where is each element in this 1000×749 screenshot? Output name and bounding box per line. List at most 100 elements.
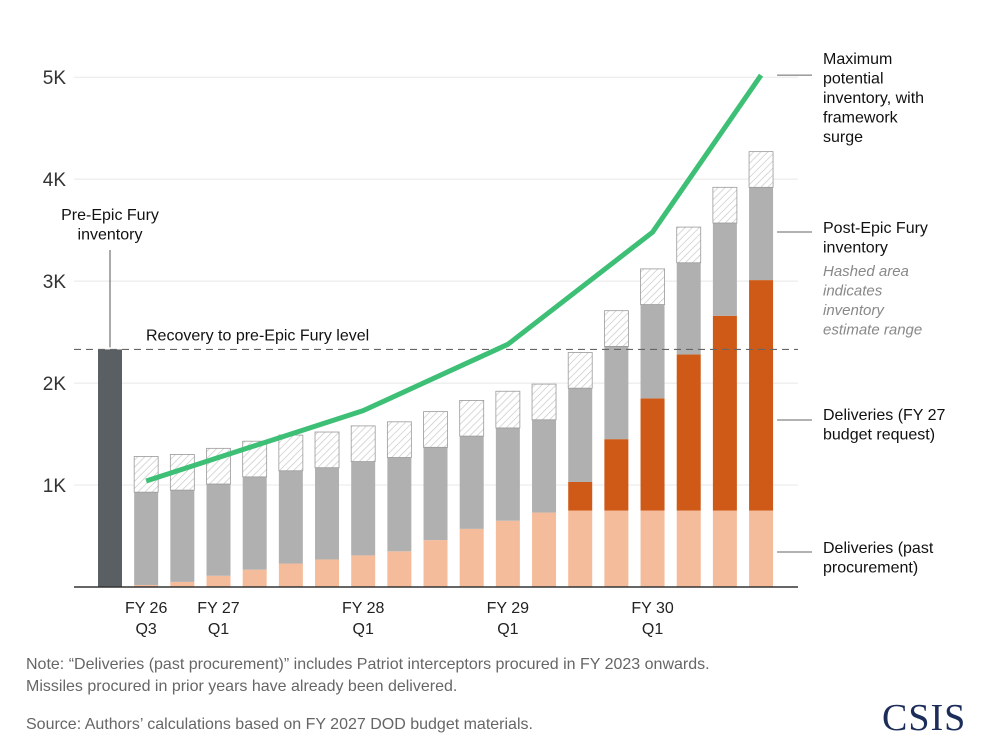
x-tick-label: FY 29 — [487, 600, 530, 617]
estimate-range-hatch-segment — [242, 440, 268, 478]
estimate-range-hatch-segment — [531, 383, 557, 421]
fy27-deliveries-segment — [676, 354, 701, 511]
past-deliveries-segment — [495, 520, 520, 587]
past-deliveries-segment — [568, 510, 593, 587]
x-tick-label: Q1 — [353, 621, 374, 638]
y-tick-label: 5K — [43, 68, 67, 89]
hashed-area-note: indicates — [823, 283, 883, 300]
x-tick-label: FY 27 — [197, 600, 240, 617]
estimate-range-hatch-segment — [278, 434, 304, 472]
x-tick-label: FY 28 — [342, 600, 385, 617]
post-epic-fury-inventory-segment — [749, 187, 774, 281]
bars — [98, 151, 774, 587]
past-deliveries-segment — [315, 559, 340, 587]
estimate-range-hatch-segment — [712, 186, 738, 224]
estimate-range-hatch-segment — [386, 421, 412, 458]
post-epic-fury-inventory-segment — [459, 436, 484, 529]
past-deliveries-segment — [459, 528, 484, 587]
x-axis-ticks: FY 26 Q3 FY 27 Q1 FY 28 Q1 FY 29 Q1 FY 30 Q1 — [125, 600, 674, 638]
hashed-area-note: inventory — [823, 302, 885, 319]
fy27-deliveries-segment — [712, 315, 737, 511]
past-deliveries-segment — [134, 584, 159, 587]
post-epic-fury-inventory-segment — [532, 419, 557, 513]
past-deliveries-segment — [676, 510, 701, 587]
post-epic-fury-inventory-segment — [242, 476, 267, 570]
pre-epic-fury-bar — [98, 349, 122, 587]
post-epic-fury-inventory-segment — [676, 262, 701, 355]
estimate-range-hatch-segment — [350, 425, 376, 462]
y-tick-label: 2K — [43, 374, 67, 395]
past-deliveries-segment — [712, 510, 737, 587]
post-epic-fury-inventory-segment — [712, 223, 737, 316]
post-epic-fury-inventory-segment — [278, 470, 303, 564]
max-inventory-label: inventory, with — [823, 90, 924, 107]
csis-logo: CSIS — [882, 697, 967, 739]
estimate-range-hatch-segment — [314, 431, 340, 469]
past-deliveries-segment — [423, 540, 448, 587]
past-deliveries-segment — [278, 563, 303, 587]
post-epic-fury-label: Post-Epic Fury — [823, 220, 928, 237]
post-epic-fury-inventory-segment — [315, 467, 340, 560]
y-tick-label: 3K — [43, 272, 67, 293]
callouts: Pre-Epic Fury inventory Maximum potential in… — [61, 51, 945, 577]
chart: 1K 2K 3K 4K 5K Recovery to pre-Epic Fury lev… — [43, 51, 946, 638]
note-line-1: Note: “Deliveries (past procurement)” in… — [26, 656, 710, 673]
past-deliveries-segment — [351, 555, 376, 587]
past-deliveries-segment — [749, 510, 774, 587]
post-epic-fury-inventory-segment — [134, 492, 159, 585]
fy27-deliveries-label: budget request) — [823, 427, 935, 444]
recovery-reference-label: Recovery to pre-Epic Fury level — [146, 327, 369, 344]
x-tick-label: Q3 — [135, 621, 156, 638]
x-tick-label: FY 30 — [631, 600, 674, 617]
max-inventory-label: potential — [823, 71, 884, 88]
max-inventory-label: framework — [823, 110, 899, 127]
post-epic-fury-inventory-segment — [495, 427, 520, 521]
x-tick-label: Q1 — [208, 621, 229, 638]
pre-epic-fury-label: inventory — [78, 227, 143, 244]
post-epic-fury-inventory-segment — [206, 484, 231, 576]
post-epic-fury-inventory-segment — [170, 490, 195, 582]
fy27-deliveries-segment — [640, 398, 665, 511]
x-tick-label: FY 26 — [125, 600, 168, 617]
fy27-deliveries-segment — [604, 439, 629, 511]
post-epic-fury-inventory-segment — [640, 304, 665, 399]
estimate-range-hatch-segment — [603, 310, 629, 347]
past-deliveries-segment — [387, 551, 412, 587]
max-inventory-line-group — [145, 73, 764, 484]
note-line-2: Missiles procured in prior years have al… — [26, 678, 458, 695]
past-deliveries-label: Deliveries (past — [823, 540, 934, 557]
fy27-deliveries-label: Deliveries (FY 27 — [823, 407, 946, 424]
estimate-range-hatch-segment — [423, 411, 448, 448]
reference-line-group: Recovery to pre-Epic Fury level — [74, 327, 798, 351]
y-axis-ticks: 1K 2K 3K 4K 5K — [43, 68, 67, 497]
past-deliveries-segment — [604, 510, 629, 587]
x-tick-label: Q1 — [497, 621, 518, 638]
post-epic-fury-inventory-segment — [568, 388, 593, 482]
past-deliveries-segment — [532, 512, 557, 587]
max-inventory-label: Maximum — [823, 51, 892, 68]
estimate-range-hatch-segment — [567, 352, 593, 389]
x-tick-label: Q1 — [642, 621, 663, 638]
y-tick-label: 4K — [43, 170, 67, 191]
fy27-deliveries-segment — [568, 481, 593, 511]
post-epic-fury-inventory-segment — [423, 447, 448, 541]
past-deliveries-segment — [242, 569, 267, 587]
estimate-range-hatch-segment — [676, 226, 702, 264]
source-text: Source: Authors’ calculations based on F… — [26, 716, 533, 733]
max-inventory-label: surge — [823, 129, 863, 146]
estimate-range-hatch-segment — [748, 151, 774, 188]
hashed-area-note: estimate range — [823, 322, 922, 339]
estimate-range-hatch-segment — [133, 456, 159, 493]
fy27-deliveries-segment — [749, 280, 774, 511]
estimate-range-hatch-segment — [640, 268, 665, 305]
note: Note: “Deliveries (past procurement)” in… — [26, 654, 886, 698]
pre-epic-fury-label: Pre-Epic Fury — [61, 207, 159, 224]
estimate-range-hatch-segment — [495, 390, 521, 429]
past-deliveries-segment — [206, 575, 231, 587]
post-epic-fury-label: inventory — [823, 240, 888, 257]
hashed-area-note: Hashed area — [823, 263, 909, 280]
post-epic-fury-inventory-segment — [387, 457, 412, 552]
y-tick-label: 1K — [43, 476, 67, 497]
post-epic-fury-inventory-segment — [604, 346, 629, 440]
post-epic-fury-inventory-segment — [351, 461, 376, 556]
